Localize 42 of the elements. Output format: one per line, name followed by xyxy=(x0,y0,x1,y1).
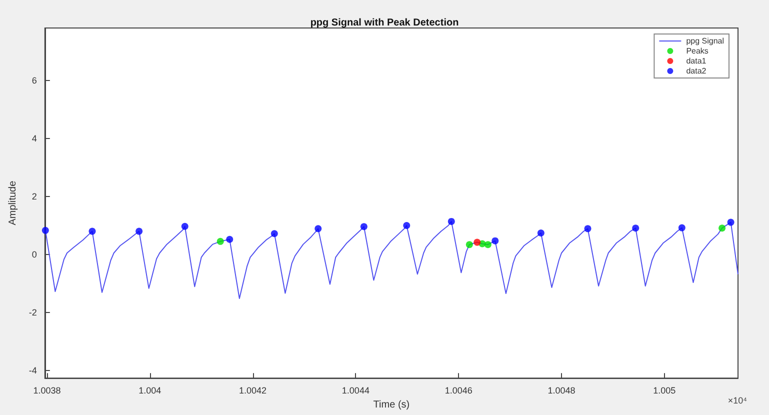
point xyxy=(474,238,481,246)
x-tick-label: 1.0044 xyxy=(342,386,370,396)
x-tick-label: 1.005 xyxy=(653,386,676,396)
x-tick-label: 1.0042 xyxy=(239,386,267,396)
chart-title: ppg Signal with Peak Detection xyxy=(310,18,459,28)
point xyxy=(466,241,473,248)
point xyxy=(632,224,640,232)
point xyxy=(492,237,499,244)
point xyxy=(226,236,234,243)
point xyxy=(136,228,143,235)
point xyxy=(270,230,278,238)
point xyxy=(181,222,188,230)
legend-label: data1 xyxy=(686,56,707,66)
point xyxy=(448,218,455,225)
point xyxy=(484,241,492,248)
point xyxy=(403,222,410,229)
y-tick-label: -4 xyxy=(28,365,37,376)
text: ×10⁴ xyxy=(728,396,748,406)
x-tick-label: 1.004 xyxy=(138,386,162,396)
y-tick-label: 0 xyxy=(32,249,37,260)
point xyxy=(42,226,49,234)
y-tick-label: 4 xyxy=(32,134,37,144)
legend-label: Peaks xyxy=(686,46,708,56)
point xyxy=(216,238,224,245)
y-axis-title: Amplitude xyxy=(8,180,18,226)
point xyxy=(727,218,734,226)
point xyxy=(718,224,726,232)
x-tick-label: 1.0038 xyxy=(33,386,61,396)
y-tick-label: 2 xyxy=(32,192,37,202)
y-tick-label: 6 xyxy=(32,76,37,86)
x-axis-title: Time (s) xyxy=(373,400,410,410)
point xyxy=(584,225,592,232)
y-tick-label: -2 xyxy=(28,307,37,318)
point xyxy=(314,225,322,232)
x-tick-label: 1.0048 xyxy=(548,386,576,396)
point xyxy=(360,223,368,230)
legend-label: data2 xyxy=(686,66,707,76)
point xyxy=(537,230,544,237)
x-tick-label: 1.0046 xyxy=(444,386,472,396)
point xyxy=(88,228,96,235)
point xyxy=(678,224,686,232)
legend-label: ppg Signal xyxy=(686,36,724,46)
